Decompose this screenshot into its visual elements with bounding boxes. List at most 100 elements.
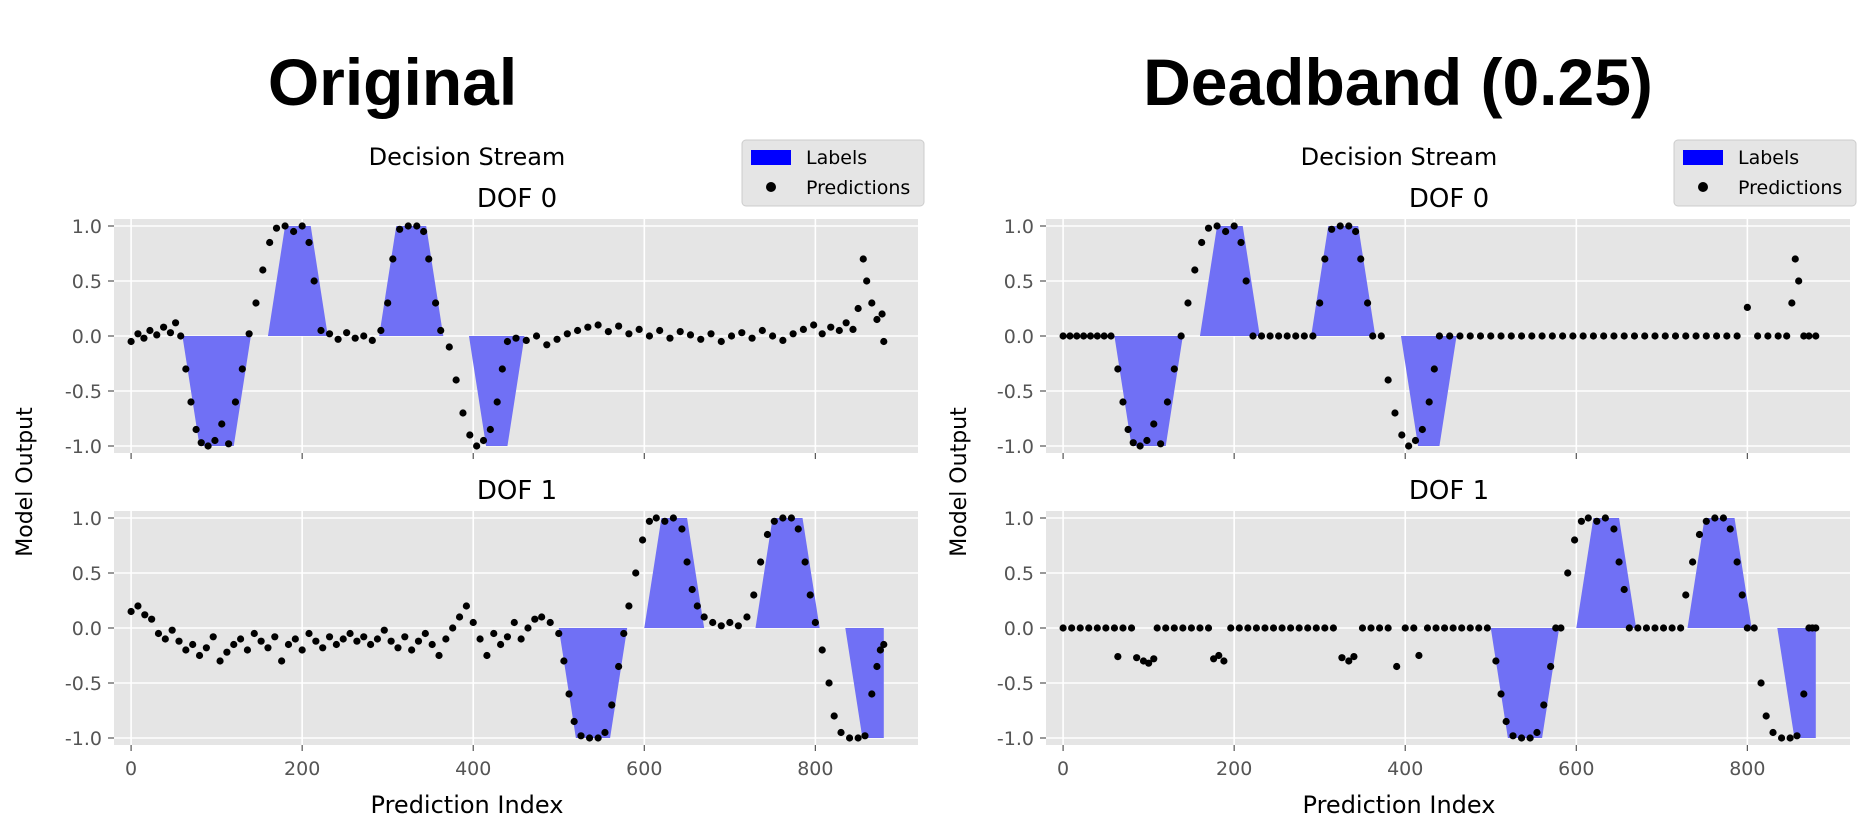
deadband-dof1-prediction-point xyxy=(1458,624,1466,632)
deadband-dof0-prediction-point xyxy=(1692,332,1700,340)
original-dof1-prediction-point xyxy=(490,629,498,638)
original-dof0-prediction-point xyxy=(420,227,428,236)
original-dof1-prediction-point xyxy=(148,615,156,623)
deadband-dof1-prediction-point xyxy=(1677,624,1685,632)
original-dof1-prediction-point xyxy=(134,602,142,610)
original-dof1-prediction-point xyxy=(638,536,647,544)
original-dof1-prediction-point xyxy=(175,637,183,645)
original-dof0-prediction-point xyxy=(584,323,592,331)
original-dof1-prediction-point xyxy=(608,701,616,709)
deadband-dof1-prediction-point xyxy=(1659,624,1668,632)
original-dof1-prediction-point xyxy=(195,651,204,660)
original-dof0-prediction-point xyxy=(238,365,246,373)
deadband-dof1-prediction-point xyxy=(1287,624,1295,632)
deadband-dof1-prediction-point xyxy=(1634,624,1642,632)
original-dof0-prediction-point xyxy=(182,365,190,373)
original-dof1-prediction-point xyxy=(546,618,554,627)
original-dof0-prediction-point xyxy=(493,398,501,406)
deadband-dof0-prediction-point xyxy=(1733,332,1741,340)
deadband-dof0-prediction-point xyxy=(1242,277,1250,285)
original-dof1-prediction-point xyxy=(127,607,135,616)
deadband-dof0-prediction-point xyxy=(1384,376,1392,384)
original-dof1-prediction-point xyxy=(700,613,708,621)
original-dof0-y-tick-label: 0.0 xyxy=(72,326,102,348)
deadband-dof0-prediction-point xyxy=(1630,332,1639,340)
original-dof1-prediction-point xyxy=(257,637,265,645)
deadband-dof0-prediction-point xyxy=(1476,332,1485,340)
original-dof0-prediction-point xyxy=(368,336,376,344)
deadband-dof1-prediction-point xyxy=(1269,624,1278,632)
original-dof1-prediction-point xyxy=(560,657,568,665)
original-dof0-prediction-point xyxy=(290,227,298,236)
original-y-axis-label: Model Output xyxy=(13,407,38,557)
original-dof0-prediction-point xyxy=(211,436,219,445)
original-dof1-prediction-point xyxy=(401,633,409,641)
deadband-dof0-prediction-point xyxy=(1352,227,1360,236)
original-dof1-prediction-point xyxy=(750,591,758,599)
original-dof1-prediction-point xyxy=(236,635,245,643)
deadband-dof0-prediction-point xyxy=(1369,332,1377,340)
original-dof0-prediction-point xyxy=(252,299,260,307)
deadband-dof0-prediction-point xyxy=(1805,332,1813,340)
original-dof0-prediction-point xyxy=(835,326,843,335)
original-dof0-prediction-point xyxy=(404,222,412,230)
original-panel-heading: Original xyxy=(267,45,518,119)
deadband-dof0-prediction-point xyxy=(1198,238,1206,247)
deadband-dof1-prediction-point xyxy=(1410,624,1418,632)
original-dof0-prediction-point xyxy=(317,326,325,335)
deadband-dof1-prediction-point xyxy=(1321,624,1329,632)
original-dof0-prediction-point xyxy=(779,336,787,344)
original-dof0-prediction-point xyxy=(498,365,506,373)
original-dof1-prediction-point xyxy=(830,712,838,720)
original-dof0-prediction-point xyxy=(799,325,807,333)
original-dof1-prediction-point xyxy=(230,640,238,649)
original-dof0-prediction-point xyxy=(166,329,175,337)
deadband-dof0-prediction-point xyxy=(1222,227,1230,236)
deadband-dof1-prediction-point xyxy=(1719,514,1728,522)
original-dof0-prediction-point xyxy=(171,319,180,327)
deadband-dof1-prediction-point xyxy=(1440,624,1449,632)
original-dof0-prediction-point xyxy=(160,323,168,331)
original-dof1-prediction-point xyxy=(615,662,623,671)
deadband-dof0-prediction-point xyxy=(1754,332,1762,340)
deadband-dof0-prediction-point xyxy=(1124,425,1132,434)
original-dof0-prediction-point xyxy=(717,337,725,346)
deadband-dof0-prediction-point xyxy=(1300,332,1308,340)
original-dof0-prediction-point xyxy=(305,238,313,247)
deadband-dof1-prediction-point xyxy=(1502,717,1510,726)
original-dof1-prediction-point xyxy=(717,622,725,630)
original-dof1-prediction-point xyxy=(476,635,484,643)
original-dof1-prediction-point xyxy=(555,629,563,638)
original-dof0-prediction-point xyxy=(522,336,530,344)
deadband-dof0-prediction-point xyxy=(1723,332,1731,340)
deadband-dof0-prediction-point xyxy=(1783,332,1791,340)
deadband-dof1-prediction-point xyxy=(1384,624,1392,632)
deadband-dof1-prediction-point xyxy=(1114,653,1122,661)
deadband-dof0-prediction-point xyxy=(1345,222,1353,230)
deadband-dof1-y-tick-label: -1.0 xyxy=(997,728,1034,750)
deadband-dof0-prediction-point xyxy=(1774,332,1782,340)
original-dof1-prediction-point xyxy=(421,629,429,638)
original-dof0-prediction-point xyxy=(656,326,664,335)
original-dof1-prediction-point xyxy=(678,525,686,533)
deadband-dof0-prediction-point xyxy=(1204,224,1213,232)
deadband-dof1-prediction-point xyxy=(1345,657,1353,665)
deadband-dof1-y-tick-label: 0.5 xyxy=(1004,563,1034,585)
original-dof1-prediction-point xyxy=(497,640,505,649)
deadband-dof0-prediction-point xyxy=(1357,255,1365,263)
deadband-dof1-prediction-point xyxy=(1133,654,1141,662)
original-dof1-prediction-point xyxy=(264,644,272,652)
deadband-dof0-prediction-point xyxy=(1086,332,1095,340)
original-dof1-prediction-point xyxy=(683,558,691,566)
deadband-dof0-prediction-point xyxy=(1114,365,1122,373)
original-dof1-prediction-point xyxy=(510,618,518,627)
original-dof0-prediction-point xyxy=(218,420,226,428)
original-dof1-x-tick-label: 800 xyxy=(797,758,833,780)
deadband-dof0-prediction-point xyxy=(1170,365,1178,373)
original-dof0-prediction-point xyxy=(231,398,240,406)
deadband-dof0-y-tick-label: 0.5 xyxy=(1004,271,1034,293)
original-dof1-prediction-point xyxy=(182,646,190,654)
original-dof0-prediction-point xyxy=(849,325,857,333)
original-dof1-prediction-point xyxy=(868,690,876,698)
